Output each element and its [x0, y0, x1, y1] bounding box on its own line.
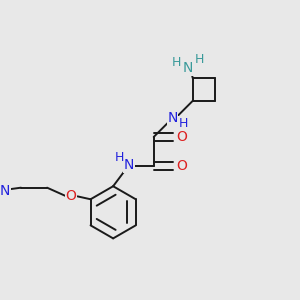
Text: H: H: [114, 151, 124, 164]
Text: H: H: [194, 53, 204, 66]
Text: H: H: [179, 117, 188, 130]
Text: O: O: [176, 159, 187, 173]
Text: O: O: [66, 189, 76, 203]
Text: O: O: [176, 130, 187, 144]
Text: H: H: [172, 56, 182, 69]
Text: N: N: [182, 61, 193, 75]
Text: N: N: [0, 184, 10, 198]
Text: N: N: [124, 158, 134, 172]
Text: N: N: [167, 111, 178, 125]
